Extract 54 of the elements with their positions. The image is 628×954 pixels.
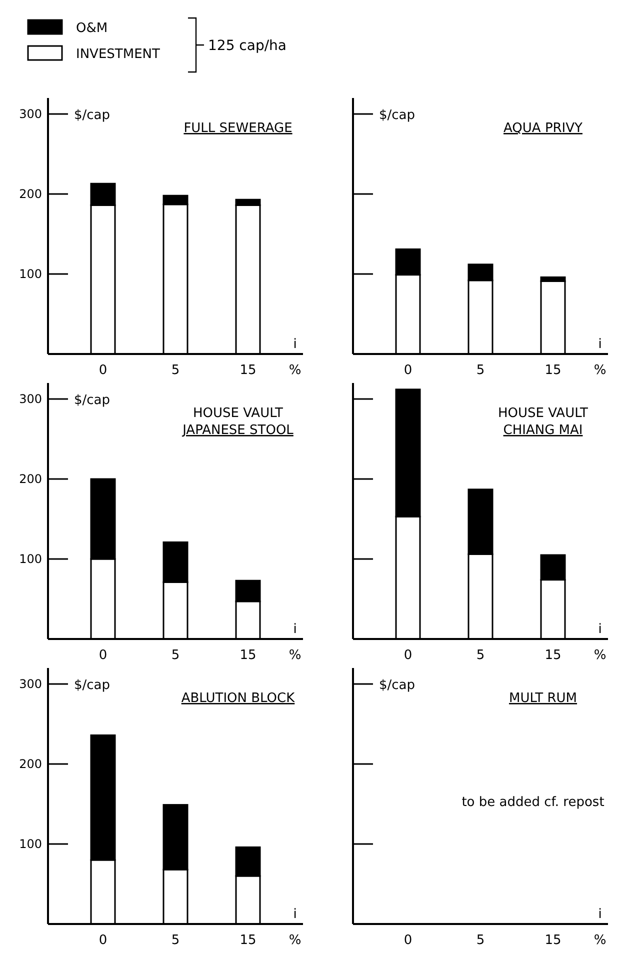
text: MULT RUM	[508, 691, 578, 706]
text: HOUSE VAULT JAPANESE STOOL	[182, 406, 294, 438]
legend-label: O&M	[76, 21, 108, 36]
y-tick-label: 200	[19, 187, 42, 201]
annotation: to be added cf. repost	[462, 795, 604, 810]
x-tick-label: 0	[98, 648, 108, 663]
y-tick-label: 300	[19, 677, 42, 691]
x-axis-title: %	[594, 933, 606, 948]
x-tick-label: 5	[171, 363, 180, 378]
x-axis-title: %	[288, 933, 302, 948]
x-tick-label: 5	[171, 933, 180, 948]
y-tick-label: 100	[19, 552, 42, 566]
annotation: i	[598, 907, 602, 922]
x-tick-label: 15	[544, 648, 562, 663]
text: HOUSE VAULT CHIANG MAI	[498, 406, 588, 438]
x-tick-label: 15	[240, 648, 256, 663]
y-axis-title: $/cap	[74, 393, 110, 408]
legend-label: INVESTMENT	[76, 47, 160, 62]
x-tick-label: 0	[404, 933, 412, 948]
y-axis-title: $/cap	[74, 108, 110, 123]
text: AQUA PRIVY	[504, 121, 583, 136]
x-tick-label: 15	[240, 933, 256, 948]
y-axis-title: $/cap	[379, 678, 416, 693]
y-tick-label: 300	[19, 392, 42, 406]
y-tick-label: 300	[19, 107, 42, 121]
annotation: i	[293, 337, 297, 352]
x-tick-label: 0	[404, 363, 412, 378]
x-tick-label: 15	[544, 933, 562, 948]
x-tick-label: 5	[476, 648, 485, 663]
text: FULL SEWERAGE	[184, 121, 292, 136]
annotation: i	[598, 337, 602, 352]
annotation: i	[293, 907, 297, 922]
x-tick-label: 0	[404, 648, 412, 663]
y-tick-label: 100	[19, 837, 42, 851]
annotation: i	[293, 622, 297, 637]
annotation: i	[598, 622, 602, 637]
x-tick-label: 5	[171, 648, 180, 663]
text: ABLUTION BLOCK	[181, 691, 296, 706]
x-tick-label: 0	[98, 363, 108, 378]
x-tick-label: 5	[476, 363, 485, 378]
y-tick-label: 100	[19, 267, 42, 281]
x-axis-title: %	[594, 363, 606, 378]
legend-title: 125 cap/ha	[208, 38, 287, 54]
x-tick-label: 15	[544, 363, 562, 378]
x-axis-title: %	[594, 648, 606, 663]
y-axis-title: $/cap	[74, 678, 110, 693]
x-axis-title: %	[288, 363, 302, 378]
x-tick-label: 15	[240, 363, 256, 378]
x-tick-label: 5	[476, 933, 485, 948]
y-axis-title: $/cap	[379, 108, 416, 123]
x-axis-title: %	[288, 648, 302, 663]
x-tick-label: 0	[98, 933, 108, 948]
y-tick-label: 200	[19, 757, 42, 771]
y-tick-label: 200	[19, 472, 42, 486]
